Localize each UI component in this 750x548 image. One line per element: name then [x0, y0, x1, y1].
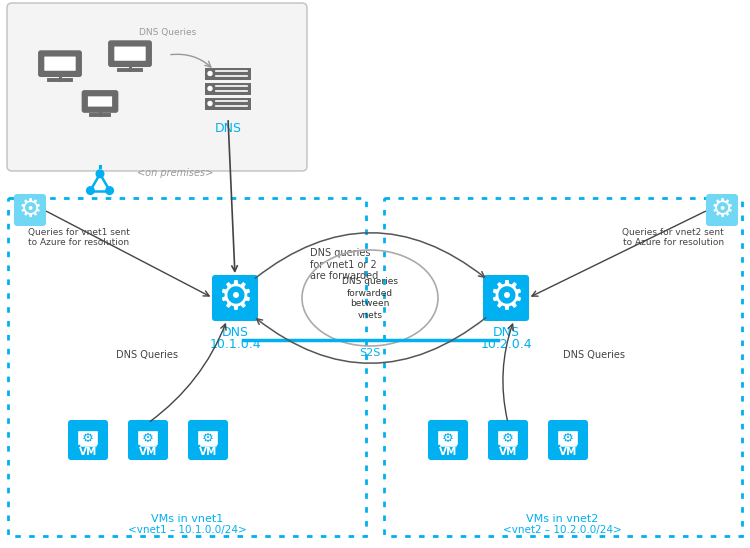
FancyBboxPatch shape: [14, 194, 46, 226]
Text: ⚙: ⚙: [442, 431, 454, 444]
Text: VM: VM: [499, 447, 517, 457]
FancyBboxPatch shape: [488, 420, 528, 460]
Bar: [205, 83, 251, 94]
Bar: [205, 67, 251, 79]
FancyBboxPatch shape: [128, 420, 168, 460]
Text: DNS: DNS: [493, 326, 520, 339]
Text: VM: VM: [439, 447, 458, 457]
Text: VM: VM: [139, 447, 158, 457]
Text: 10.1.0.4: 10.1.0.4: [209, 338, 261, 351]
Text: ⚙: ⚙: [142, 431, 154, 444]
Circle shape: [208, 101, 212, 106]
FancyBboxPatch shape: [83, 92, 117, 112]
Text: ⚙: ⚙: [202, 431, 214, 444]
Bar: [139, 431, 158, 444]
Circle shape: [208, 71, 212, 76]
Text: Queries for vnet1 sent
to Azure for resolution: Queries for vnet1 sent to Azure for reso…: [28, 228, 130, 247]
Bar: [499, 431, 517, 444]
Text: VM: VM: [199, 447, 217, 457]
FancyBboxPatch shape: [188, 420, 228, 460]
Text: VMs in vnet1: VMs in vnet1: [151, 514, 224, 524]
FancyBboxPatch shape: [428, 420, 468, 460]
Text: ⚙: ⚙: [18, 197, 42, 223]
Text: ⚙: ⚙: [488, 278, 524, 318]
Text: 10.2.0.4: 10.2.0.4: [480, 338, 532, 351]
Text: <on premises>: <on premises>: [136, 168, 213, 178]
Text: <vnet1 – 10.1.0.0/24>: <vnet1 – 10.1.0.0/24>: [128, 525, 246, 535]
FancyBboxPatch shape: [39, 52, 81, 76]
Text: ⚙: ⚙: [217, 278, 253, 318]
Bar: [384, 198, 742, 536]
Text: VM: VM: [559, 447, 578, 457]
Bar: [199, 431, 217, 444]
Text: vnets: vnets: [358, 311, 382, 319]
Text: VM: VM: [79, 447, 98, 457]
Text: VMs in vnet2: VMs in vnet2: [526, 514, 599, 524]
Bar: [79, 431, 98, 444]
Bar: [205, 98, 251, 110]
FancyBboxPatch shape: [68, 420, 108, 460]
Text: ⚙: ⚙: [82, 431, 94, 444]
FancyBboxPatch shape: [483, 275, 529, 321]
Text: DNS: DNS: [214, 122, 242, 135]
FancyBboxPatch shape: [114, 47, 146, 61]
Circle shape: [96, 170, 104, 178]
Text: between: between: [350, 300, 390, 309]
Text: <vnet2 – 10.2.0.0/24>: <vnet2 – 10.2.0.0/24>: [503, 525, 621, 535]
Text: Queries for vnet2 sent
to Azure for resolution: Queries for vnet2 sent to Azure for reso…: [622, 228, 724, 247]
Bar: [559, 431, 578, 444]
Text: DNS Queries: DNS Queries: [563, 350, 625, 360]
Text: DNS Queries: DNS Queries: [140, 28, 196, 37]
Bar: [8, 198, 366, 536]
Bar: [439, 431, 458, 444]
Text: forwarded: forwarded: [347, 288, 393, 298]
FancyBboxPatch shape: [7, 3, 307, 171]
FancyBboxPatch shape: [548, 420, 588, 460]
FancyBboxPatch shape: [88, 96, 112, 106]
Text: DNS queries
for vnet1 or 2
are forwarded: DNS queries for vnet1 or 2 are forwarded: [310, 248, 378, 281]
Text: DNS Queries: DNS Queries: [116, 350, 178, 360]
Text: ⚙: ⚙: [562, 431, 574, 444]
Circle shape: [86, 187, 94, 195]
Text: DNS: DNS: [221, 326, 248, 339]
Text: ⚙: ⚙: [502, 431, 514, 444]
FancyBboxPatch shape: [44, 56, 76, 71]
Text: ⚙: ⚙: [710, 197, 734, 223]
Text: DNS queries: DNS queries: [342, 277, 398, 287]
FancyBboxPatch shape: [212, 275, 258, 321]
Text: S2S: S2S: [359, 348, 381, 358]
FancyBboxPatch shape: [706, 194, 738, 226]
Circle shape: [208, 87, 212, 90]
FancyBboxPatch shape: [110, 42, 151, 66]
Circle shape: [106, 187, 113, 195]
